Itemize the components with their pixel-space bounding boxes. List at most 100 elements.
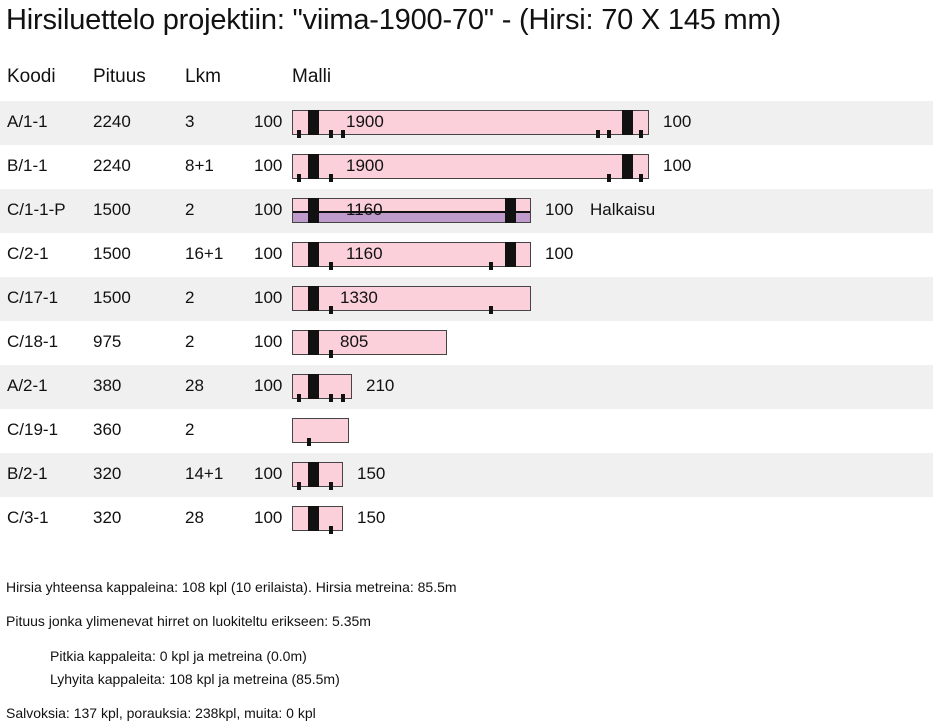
right-end-length: 100 bbox=[663, 112, 692, 131]
log-length: 1500 bbox=[93, 288, 131, 307]
right-end-length: 100 bbox=[663, 156, 692, 175]
log-code: A/1-1 bbox=[7, 112, 48, 131]
summary-short: Lyhyita kappaleita: 108 kpl ja metreina … bbox=[50, 671, 340, 687]
drill-mark bbox=[329, 482, 333, 490]
right-end-length: 100 bbox=[545, 200, 574, 219]
log-diagram bbox=[292, 242, 531, 267]
drill-mark bbox=[329, 262, 333, 270]
notch-block bbox=[307, 198, 319, 223]
log-length: 380 bbox=[93, 376, 122, 395]
left-end-length: 100 bbox=[254, 464, 283, 483]
log-length: 320 bbox=[93, 508, 122, 527]
middle-length: 1900 bbox=[346, 112, 384, 131]
log-code: C/17-1 bbox=[7, 288, 59, 307]
middle-length: 805 bbox=[340, 332, 369, 351]
log-code: C/1-1-P bbox=[7, 200, 66, 219]
drill-mark bbox=[607, 130, 611, 138]
log-diagram bbox=[292, 330, 447, 355]
log-code: B/1-1 bbox=[7, 156, 48, 175]
drill-mark bbox=[297, 482, 301, 490]
row-note: Halkaisu bbox=[590, 200, 656, 219]
drill-mark bbox=[639, 174, 643, 182]
left-end-length: 100 bbox=[254, 376, 283, 395]
log-length: 320 bbox=[93, 464, 122, 483]
notch-block bbox=[307, 330, 319, 355]
drill-mark bbox=[329, 306, 333, 314]
log-diagram bbox=[292, 506, 343, 531]
drill-mark bbox=[297, 394, 301, 402]
page-title: Hirsiluettelo projektiin: "viima-1900-70… bbox=[6, 4, 781, 36]
log-length: 360 bbox=[93, 420, 122, 439]
log-diagram bbox=[292, 110, 649, 135]
log-row: C/2-1 1500 16+1 100 1160 100 bbox=[0, 233, 933, 277]
split-half bbox=[293, 210, 530, 222]
log-count: 14+1 bbox=[185, 464, 224, 483]
log-count: 8+1 bbox=[185, 156, 214, 175]
drill-mark bbox=[329, 526, 333, 534]
middle-length: 1900 bbox=[346, 156, 384, 175]
drill-mark bbox=[639, 130, 643, 138]
log-diagram bbox=[292, 286, 531, 311]
notch-block bbox=[307, 110, 319, 135]
drill-mark bbox=[307, 438, 311, 446]
log-count: 2 bbox=[185, 200, 195, 219]
log-row: B/2-1 320 14+1 100 150 bbox=[0, 453, 933, 497]
drill-mark bbox=[329, 350, 333, 358]
log-row: A/1-1 2240 3 100 1900 100 bbox=[0, 101, 933, 145]
log-row: C/19-1 360 2 bbox=[0, 409, 933, 453]
header-model: Malli bbox=[292, 66, 332, 87]
notch-block bbox=[621, 110, 633, 135]
notch-block bbox=[307, 374, 319, 399]
drill-mark bbox=[329, 130, 333, 138]
log-row: C/17-1 1500 2 100 1330 bbox=[0, 277, 933, 321]
right-end-length: 150 bbox=[357, 464, 386, 483]
log-count: 16+1 bbox=[185, 244, 224, 263]
log-row: A/2-1 380 28 100 210 bbox=[0, 365, 933, 409]
drill-mark bbox=[489, 262, 493, 270]
notch-block bbox=[307, 462, 319, 487]
header-count: Lkm bbox=[185, 66, 221, 87]
header-length: Pituus bbox=[93, 66, 146, 87]
left-end-length: 100 bbox=[254, 112, 283, 131]
log-code: A/2-1 bbox=[7, 376, 48, 395]
right-end-length: 100 bbox=[545, 244, 574, 263]
log-count: 2 bbox=[185, 288, 195, 307]
notch-block bbox=[307, 286, 319, 311]
log-diagram bbox=[292, 198, 531, 223]
log-row: C/18-1 975 2 100 805 bbox=[0, 321, 933, 365]
left-end-length: 100 bbox=[254, 156, 283, 175]
left-end-length: 100 bbox=[254, 200, 283, 219]
drill-mark bbox=[596, 130, 600, 138]
middle-length: 1160 bbox=[346, 244, 383, 263]
log-length: 1500 bbox=[93, 200, 131, 219]
summary-long: Pitkia kappaleita: 0 kpl ja metreina (0.… bbox=[50, 648, 307, 664]
header-code: Koodi bbox=[7, 66, 56, 87]
middle-length: 1330 bbox=[340, 288, 378, 307]
log-length: 1500 bbox=[93, 244, 131, 263]
drill-mark bbox=[341, 130, 345, 138]
log-code: C/2-1 bbox=[7, 244, 49, 263]
log-diagram bbox=[292, 418, 349, 443]
log-diagram bbox=[292, 154, 649, 179]
log-code: B/2-1 bbox=[7, 464, 48, 483]
right-end-length: 210 bbox=[366, 376, 395, 395]
middle-length: 1160 bbox=[346, 200, 383, 219]
summary-threshold: Pituus jonka ylimenevat hirret on luokit… bbox=[6, 613, 371, 629]
drill-mark bbox=[329, 394, 333, 402]
right-end-length: 150 bbox=[357, 508, 386, 527]
log-count: 2 bbox=[185, 420, 195, 439]
summary-operations: Salvoksia: 137 kpl, porauksia: 238kpl, m… bbox=[6, 705, 316, 721]
notch-block bbox=[504, 242, 516, 267]
drill-mark bbox=[341, 394, 345, 402]
left-end-length: 100 bbox=[254, 508, 283, 527]
log-code: C/18-1 bbox=[7, 332, 59, 351]
drill-mark bbox=[297, 174, 301, 182]
notch-block bbox=[621, 154, 633, 179]
drill-mark bbox=[297, 130, 301, 138]
notch-block bbox=[504, 198, 516, 223]
log-code: C/3-1 bbox=[7, 508, 49, 527]
left-end-length: 100 bbox=[254, 288, 283, 307]
log-row: C/1-1-P 1500 2 100 1160 100 Halkaisu bbox=[0, 189, 933, 233]
log-length: 2240 bbox=[93, 156, 131, 175]
log-count: 28 bbox=[185, 508, 204, 527]
